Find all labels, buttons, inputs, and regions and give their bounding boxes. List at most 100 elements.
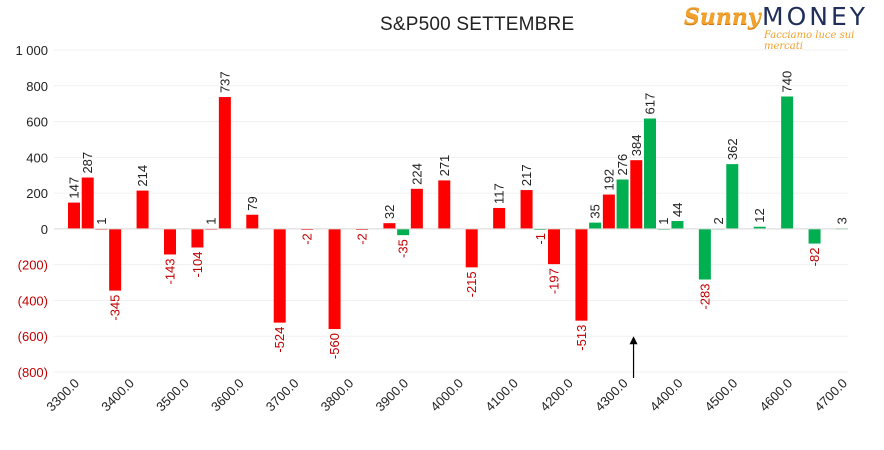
chart-bar xyxy=(753,226,766,229)
x-tick-label: 4400.0 xyxy=(647,376,686,415)
data-label: 271 xyxy=(437,155,452,177)
data-label: 147 xyxy=(67,177,82,199)
chart-bar xyxy=(383,223,396,229)
data-label: 217 xyxy=(519,164,534,186)
logo-money-text: MONEY xyxy=(762,2,869,31)
y-tick-label: (600) xyxy=(18,329,48,344)
chart-bar xyxy=(726,164,739,229)
chart-bar xyxy=(575,228,588,321)
chart-bar xyxy=(397,228,410,236)
x-tick-label: 4000.0 xyxy=(427,376,466,415)
chart-bar xyxy=(218,97,231,229)
chart-bar xyxy=(410,188,423,229)
data-label: 1 xyxy=(94,217,109,224)
data-label: -513 xyxy=(574,325,589,351)
data-label: -2 xyxy=(355,233,370,245)
logo-tagline: Facciamo luce sui mercati xyxy=(764,30,855,52)
x-tick-label: 3300.0 xyxy=(43,376,82,415)
chart-bar xyxy=(493,207,506,229)
data-label: 3 xyxy=(835,217,850,224)
y-tick-label: 400 xyxy=(26,150,48,165)
x-tick-label: 4600.0 xyxy=(757,376,796,415)
chart-bar xyxy=(698,228,711,280)
chart-bar xyxy=(630,160,643,229)
chart-bar xyxy=(68,202,80,229)
chart-bar xyxy=(589,222,602,229)
chart-bar xyxy=(164,228,176,255)
x-tick-label: 4700.0 xyxy=(811,376,850,415)
data-label: -215 xyxy=(464,271,479,297)
data-label: 276 xyxy=(615,154,630,176)
data-label: 740 xyxy=(780,71,795,93)
y-tick-label: 0 xyxy=(41,222,48,237)
data-label: -283 xyxy=(697,284,712,310)
data-label: 79 xyxy=(245,196,260,210)
chart-bar xyxy=(671,221,684,229)
chart-bar xyxy=(616,179,629,229)
data-label: 32 xyxy=(382,205,397,219)
chart-bar xyxy=(548,228,560,265)
x-tick-label: 4300.0 xyxy=(592,376,631,415)
data-label: -2 xyxy=(300,233,315,245)
data-label: 44 xyxy=(670,203,685,217)
data-label: 192 xyxy=(601,169,616,191)
data-label: -197 xyxy=(547,268,562,294)
data-label: 2 xyxy=(711,217,726,224)
x-tick-label: 3900.0 xyxy=(373,376,412,415)
annotation-arrow-head xyxy=(629,336,638,345)
x-tick-label: 3800.0 xyxy=(318,376,357,415)
y-tick-label: 200 xyxy=(26,186,48,201)
y-tick-label: (800) xyxy=(18,365,48,380)
data-label: 384 xyxy=(629,134,644,156)
data-label: 617 xyxy=(643,93,658,115)
y-tick-label: (400) xyxy=(18,293,48,308)
x-tick-label: 3700.0 xyxy=(263,376,302,415)
chart-bar xyxy=(602,194,615,229)
data-label: 362 xyxy=(725,138,740,160)
chart-bar xyxy=(438,180,451,229)
chart-bar xyxy=(465,228,478,268)
data-label: 1 xyxy=(204,217,219,224)
y-tick-label: 600 xyxy=(26,115,48,130)
chart-bar xyxy=(273,228,286,323)
logo-sunny-text: Sunny xyxy=(684,4,761,30)
data-label: -82 xyxy=(807,248,822,267)
data-label: 214 xyxy=(135,165,150,187)
data-label: 35 xyxy=(588,204,603,218)
y-tick-label: (200) xyxy=(18,258,48,273)
data-label: -143 xyxy=(163,258,178,284)
data-label: 117 xyxy=(492,183,507,204)
data-label: 287 xyxy=(80,152,95,174)
data-label: 1 xyxy=(656,217,671,224)
chart-title: S&P500 SETTEMBRE xyxy=(380,14,575,35)
chart-bar xyxy=(781,96,794,229)
data-label: 12 xyxy=(752,208,767,222)
x-tick-label: 3600.0 xyxy=(208,376,247,415)
chart-bar xyxy=(81,177,94,229)
data-label: -524 xyxy=(272,327,287,353)
x-tick-label: 3400.0 xyxy=(98,376,137,415)
x-tick-label: 4500.0 xyxy=(702,376,741,415)
chart-bar xyxy=(644,118,656,229)
data-label: -560 xyxy=(327,333,342,359)
x-tick-label: 4100.0 xyxy=(482,376,521,415)
brand-logo: Sunny MONEY Facciamo luce sui mercati xyxy=(680,2,880,52)
data-label: 224 xyxy=(409,163,424,185)
y-tick-label: 1 000 xyxy=(15,43,48,58)
data-label: 737 xyxy=(217,71,232,93)
data-label: -104 xyxy=(190,251,205,277)
chart-bar xyxy=(136,190,149,229)
data-label: -35 xyxy=(396,239,411,258)
chart-bar xyxy=(246,214,259,229)
x-tick-label: 3500.0 xyxy=(153,376,192,415)
chart-bar xyxy=(328,228,341,330)
x-tick-label: 4200.0 xyxy=(537,376,576,415)
data-label: -1 xyxy=(533,233,548,245)
data-label: -345 xyxy=(108,295,123,321)
chart-bar xyxy=(520,190,533,229)
chart-bar xyxy=(808,228,821,244)
chart-bar xyxy=(191,228,204,248)
chart-bar xyxy=(109,228,122,291)
y-tick-label: 800 xyxy=(26,79,48,94)
